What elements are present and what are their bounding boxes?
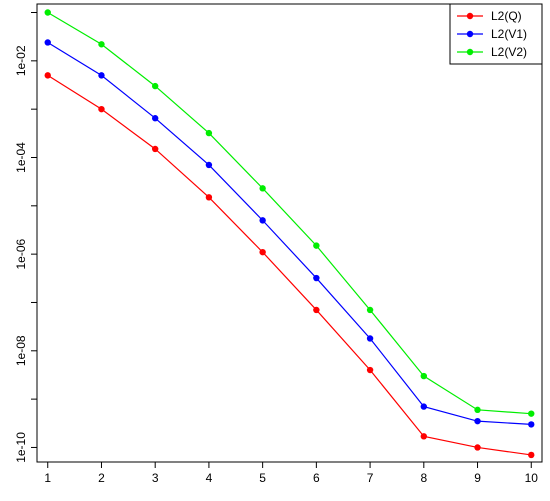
data-point xyxy=(259,248,266,256)
legend-swatch-point xyxy=(466,30,474,38)
data-point xyxy=(474,417,481,425)
data-point xyxy=(528,421,535,428)
y-tick-label: 1e-04 xyxy=(14,142,28,173)
x-tick-label: 4 xyxy=(206,471,213,485)
data-point xyxy=(98,105,105,113)
data-point xyxy=(313,306,320,314)
legend-swatch-point xyxy=(466,12,474,20)
data-point xyxy=(474,406,481,414)
legend-label: L2(V1) xyxy=(491,27,527,41)
x-tick-label: 3 xyxy=(152,471,159,485)
data-point xyxy=(205,194,213,201)
series-line-1 xyxy=(47,74,532,456)
x-tick-label: 10 xyxy=(525,471,539,485)
y-axis: 1e-02 1e-04 1e-06 1e-08 1e-10 xyxy=(14,12,37,463)
data-point xyxy=(366,335,374,342)
x-tick-label: 2 xyxy=(98,471,105,485)
y-tick-label: 1e-02 xyxy=(14,45,28,76)
x-tick-label: 6 xyxy=(313,471,320,485)
series-line-2 xyxy=(47,41,532,425)
series-line-3 xyxy=(47,11,532,415)
data-point xyxy=(528,410,535,417)
data-point xyxy=(98,72,105,79)
legend-label: L2(V2) xyxy=(491,45,527,59)
data-point xyxy=(151,145,159,153)
data-point xyxy=(205,161,213,169)
data-point xyxy=(313,274,320,282)
data-point xyxy=(205,129,213,137)
data-point xyxy=(44,9,51,16)
data-point xyxy=(259,217,266,224)
x-tick-label: 1 xyxy=(44,471,51,485)
series-layer xyxy=(44,9,535,459)
data-point xyxy=(366,306,374,314)
y-tick-label: 1e-08 xyxy=(14,335,28,366)
x-tick-label: 7 xyxy=(367,471,374,485)
data-point xyxy=(98,41,105,48)
legend-label: L2(Q) xyxy=(491,9,522,23)
data-point xyxy=(420,433,428,440)
x-tick-label: 9 xyxy=(474,471,481,485)
x-tick-label: 5 xyxy=(259,471,266,485)
data-point xyxy=(474,444,481,451)
data-point xyxy=(44,72,51,79)
legend: L2(Q) L2(V1) L2(V2) xyxy=(449,3,543,65)
data-point xyxy=(44,39,51,46)
data-point xyxy=(259,185,266,192)
data-point xyxy=(151,115,159,122)
legend-swatch-point xyxy=(466,48,474,56)
data-point xyxy=(528,451,535,459)
x-axis: 1 2 3 4 5 6 7 8 9 10 xyxy=(44,462,538,485)
plot-frame xyxy=(36,3,543,463)
data-point xyxy=(366,366,374,374)
data-point xyxy=(420,403,428,410)
x-tick-label: 8 xyxy=(420,471,427,485)
y-tick-label: 1e-10 xyxy=(14,432,28,463)
data-point xyxy=(420,372,428,380)
data-point xyxy=(151,82,159,90)
y-tick-label: 1e-06 xyxy=(14,238,28,269)
data-point xyxy=(313,242,320,249)
